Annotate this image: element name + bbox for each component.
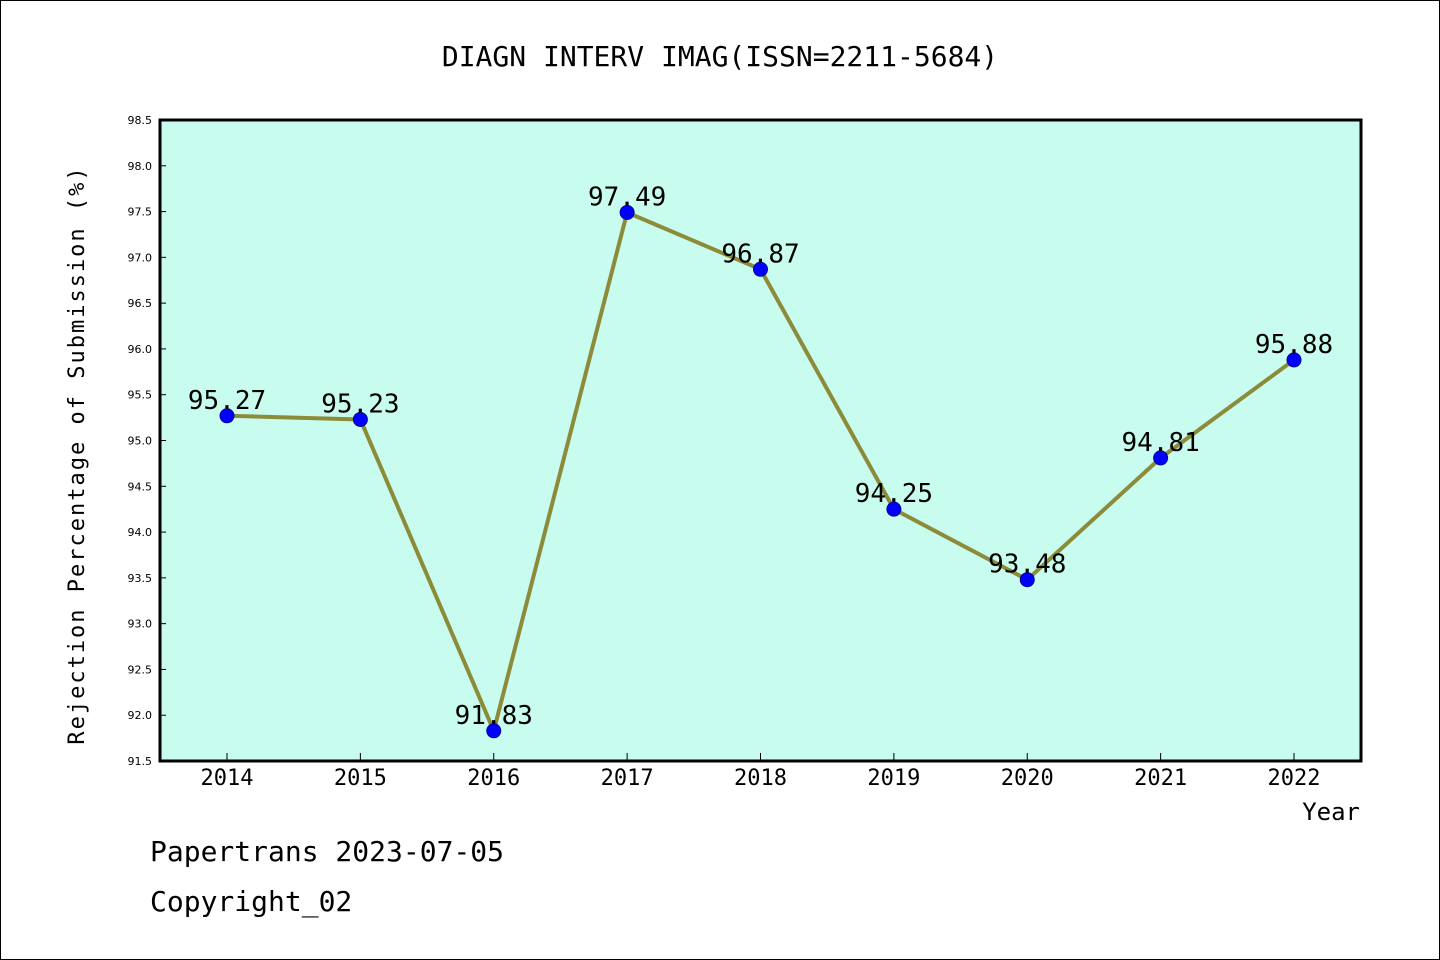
data-point	[486, 723, 502, 739]
y-tick-label: 98.0	[128, 160, 153, 173]
y-tick-label: 94.5	[128, 480, 153, 493]
data-label: 93.48	[988, 550, 1066, 580]
data-label: 96.87	[721, 239, 799, 269]
data-point	[219, 408, 235, 424]
x-tick-label: 2020	[1001, 766, 1054, 791]
y-tick-label: 93.5	[128, 572, 153, 585]
x-tick-label: 2019	[867, 766, 920, 791]
y-tick-label: 94.0	[128, 526, 153, 539]
y-tick-label: 97.0	[128, 251, 153, 264]
x-tick-label: 2014	[201, 766, 254, 791]
data-point	[886, 501, 902, 517]
y-tick-label: 97.5	[128, 206, 153, 219]
x-tick-label: 2018	[734, 766, 787, 791]
y-tick-label: 98.5	[128, 114, 153, 127]
data-label: 95.23	[321, 389, 399, 419]
y-tick-label: 93.0	[128, 618, 153, 631]
y-tick-label: 95.5	[128, 389, 153, 402]
chart-title: DIAGN INTERV IMAG(ISSN=2211-5684)	[442, 40, 998, 73]
y-tick-label: 96.0	[128, 343, 153, 356]
data-label: 97.49	[588, 182, 666, 212]
footer-date-text: Papertrans 2023-07-05	[150, 835, 505, 868]
data-label: 95.88	[1255, 330, 1333, 360]
x-axis-label: Year	[1302, 798, 1360, 826]
x-tick-label: 2022	[1268, 766, 1321, 791]
data-label: 95.27	[188, 386, 266, 416]
x-tick-label: 2021	[1134, 766, 1187, 791]
data-point	[619, 204, 635, 220]
y-tick-label: 96.5	[128, 297, 153, 310]
data-label: 94.81	[1121, 428, 1199, 458]
y-tick-label: 92.0	[128, 709, 153, 722]
data-point	[352, 411, 368, 427]
y-tick-label: 95.0	[128, 435, 153, 448]
plot-border	[158, 118, 1363, 763]
data-point	[1019, 572, 1035, 588]
footer-copyright-text: Copyright_02	[150, 885, 353, 918]
data-label: 94.25	[855, 479, 933, 509]
x-tick-label: 2015	[334, 766, 387, 791]
x-tick-label: 2017	[601, 766, 654, 791]
x-tick-label: 2016	[467, 766, 520, 791]
y-tick-label: 92.5	[128, 663, 153, 676]
data-point	[753, 261, 768, 277]
y-tick-label: 91.5	[128, 755, 153, 768]
data-label: 91.83	[455, 701, 533, 731]
y-axis-label: Rejection Percentage of Submission (%)	[65, 165, 90, 744]
data-point	[1153, 450, 1169, 466]
plot-area: 91.5 92.0 92.5 93.0 93.5 94.0 94.5 95.0 95.5 96.0…	[128, 114, 1363, 791]
plot-background	[160, 120, 1361, 761]
data-point	[1286, 352, 1302, 368]
